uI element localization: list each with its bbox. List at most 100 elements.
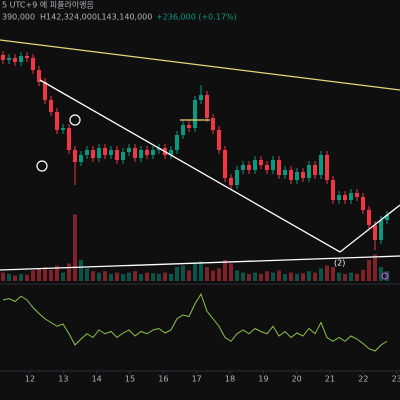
volume-bar xyxy=(43,267,47,281)
candle-body xyxy=(73,150,77,162)
volume-bar xyxy=(295,274,299,281)
trend-line xyxy=(39,79,400,253)
volume-bar xyxy=(73,214,77,281)
volume-bar xyxy=(379,267,383,281)
volume-bar xyxy=(127,272,131,281)
volume-bar xyxy=(61,272,65,281)
x-tick-label: 15 xyxy=(125,375,135,384)
volume-bar xyxy=(367,260,371,281)
trend-line xyxy=(0,255,400,271)
volume-bar xyxy=(349,272,353,281)
candle-body xyxy=(193,100,197,128)
candle-body xyxy=(295,172,299,180)
x-tick-label: 14 xyxy=(92,375,102,384)
volume-bar xyxy=(109,274,113,281)
candle-body xyxy=(319,155,323,175)
candle-body xyxy=(181,125,185,135)
candle-body xyxy=(103,148,107,155)
candle-body xyxy=(31,58,35,70)
volume-bar xyxy=(97,272,101,281)
volume-bar xyxy=(385,271,389,281)
candle-body xyxy=(307,165,311,178)
x-tick-label: 21 xyxy=(325,375,335,384)
candle-body xyxy=(271,160,275,170)
candle-body xyxy=(157,148,161,150)
volume-bar xyxy=(157,274,161,281)
candle-body xyxy=(313,165,317,175)
candle-body xyxy=(355,193,359,197)
candle-body xyxy=(97,148,101,158)
candle-body xyxy=(121,152,125,160)
marker-circle xyxy=(381,272,389,280)
x-tick-label: 20 xyxy=(292,375,302,384)
candle-body xyxy=(277,160,281,175)
volume-bar xyxy=(13,275,17,281)
volume-bar xyxy=(235,270,239,281)
candle-body xyxy=(91,150,95,158)
volume-bar xyxy=(223,260,227,281)
candle-body xyxy=(19,56,23,62)
candle-body xyxy=(79,155,83,162)
volume-bar xyxy=(151,273,155,281)
candle-body xyxy=(127,148,131,152)
candle-body xyxy=(343,195,347,200)
candle-body xyxy=(109,150,113,155)
volume-bar xyxy=(331,267,335,281)
x-tick-label: 23 xyxy=(392,375,400,384)
volume-bar xyxy=(91,271,95,281)
volume-bar xyxy=(85,268,89,281)
candle-body xyxy=(187,125,191,128)
volume-bar xyxy=(313,272,317,281)
candle-body xyxy=(283,170,287,175)
candle-body xyxy=(55,112,59,130)
volume-bar xyxy=(7,274,11,281)
candle-body xyxy=(301,172,305,178)
volume-bar xyxy=(253,272,257,281)
header-change: +236,000 (+0.17%) xyxy=(156,13,237,22)
volume-bar xyxy=(373,254,377,281)
oscillator-line xyxy=(2,292,388,352)
volume-bar xyxy=(355,274,359,281)
candle-body xyxy=(241,165,245,170)
volume-bar xyxy=(259,274,263,281)
candle-body xyxy=(265,165,269,170)
candle-body xyxy=(361,197,365,210)
marker-circle xyxy=(36,160,48,172)
x-tick-label: 19 xyxy=(258,375,268,384)
volume-bar xyxy=(199,261,203,281)
volume-bar xyxy=(79,260,83,281)
volume-bar xyxy=(31,270,35,281)
x-tick-label: 18 xyxy=(225,375,235,384)
volume-bar xyxy=(115,272,119,281)
candle-body xyxy=(247,165,251,170)
candle-body xyxy=(211,118,215,130)
candle-body xyxy=(385,215,389,220)
header-open: 390,000 xyxy=(2,13,35,22)
volume-bar xyxy=(121,274,125,281)
header-title: 5 UTC+9 에 피플라이앵음 xyxy=(2,0,94,10)
candle-body xyxy=(259,160,263,165)
candle-body xyxy=(253,160,257,170)
volume-bar xyxy=(181,265,185,281)
annotation: (2) xyxy=(334,259,345,268)
volume-bar xyxy=(67,263,71,281)
volume-bar xyxy=(145,272,149,281)
x-tick-label: 13 xyxy=(58,375,68,384)
candle-body xyxy=(169,150,173,155)
candle-body xyxy=(49,100,53,112)
volume-bar xyxy=(283,274,287,281)
candle-body xyxy=(1,55,5,60)
volume-bar xyxy=(361,269,365,281)
x-tick-label: 16 xyxy=(158,375,168,384)
volume-bar xyxy=(325,265,329,281)
candle-body xyxy=(379,220,383,240)
candle-body xyxy=(373,225,377,240)
candle-body xyxy=(331,180,335,200)
candle-body xyxy=(85,150,89,155)
volume-bar xyxy=(289,272,293,281)
volume-bar xyxy=(103,271,107,281)
volume-bar xyxy=(247,274,251,281)
candle-body xyxy=(7,58,11,60)
volume-bar xyxy=(169,274,173,281)
volume-bar xyxy=(241,272,245,281)
